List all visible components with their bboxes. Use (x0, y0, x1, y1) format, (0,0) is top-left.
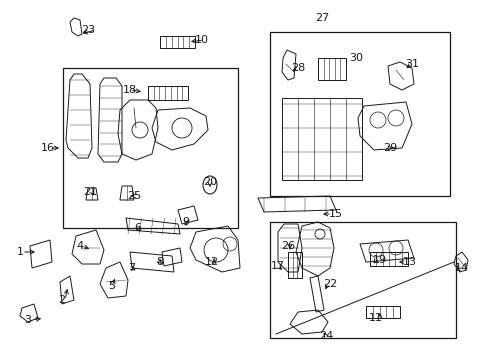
Text: 23: 23 (81, 25, 95, 35)
Text: 21: 21 (83, 187, 97, 197)
Bar (63, 68, 238, 228)
Text: 29: 29 (382, 143, 396, 153)
Text: 26: 26 (281, 241, 294, 251)
Text: 14: 14 (454, 263, 468, 273)
Text: 12: 12 (204, 257, 219, 267)
Text: 11: 11 (368, 313, 382, 323)
Text: 22: 22 (322, 279, 336, 289)
Text: 15: 15 (328, 209, 342, 219)
Text: 1: 1 (17, 247, 23, 257)
Text: 30: 30 (348, 53, 362, 63)
Text: 24: 24 (318, 331, 332, 341)
Text: 7: 7 (128, 263, 135, 273)
Text: 31: 31 (404, 59, 418, 69)
Text: 28: 28 (290, 63, 305, 73)
Text: 18: 18 (122, 85, 137, 95)
Text: 10: 10 (195, 35, 208, 45)
Bar (269, 32, 449, 196)
Text: 19: 19 (372, 255, 386, 265)
Text: 27: 27 (314, 13, 328, 23)
Text: 2: 2 (59, 295, 65, 305)
Text: 5: 5 (108, 281, 115, 291)
Text: 4: 4 (76, 241, 83, 251)
Text: 16: 16 (41, 143, 55, 153)
Bar (269, 222, 455, 338)
Text: 20: 20 (203, 177, 217, 187)
Text: 3: 3 (24, 315, 31, 325)
Text: 25: 25 (127, 191, 141, 201)
Text: 13: 13 (402, 257, 416, 267)
Text: 8: 8 (156, 257, 163, 267)
Text: 17: 17 (270, 261, 285, 271)
Text: 9: 9 (182, 217, 189, 227)
Text: 6: 6 (134, 223, 141, 233)
